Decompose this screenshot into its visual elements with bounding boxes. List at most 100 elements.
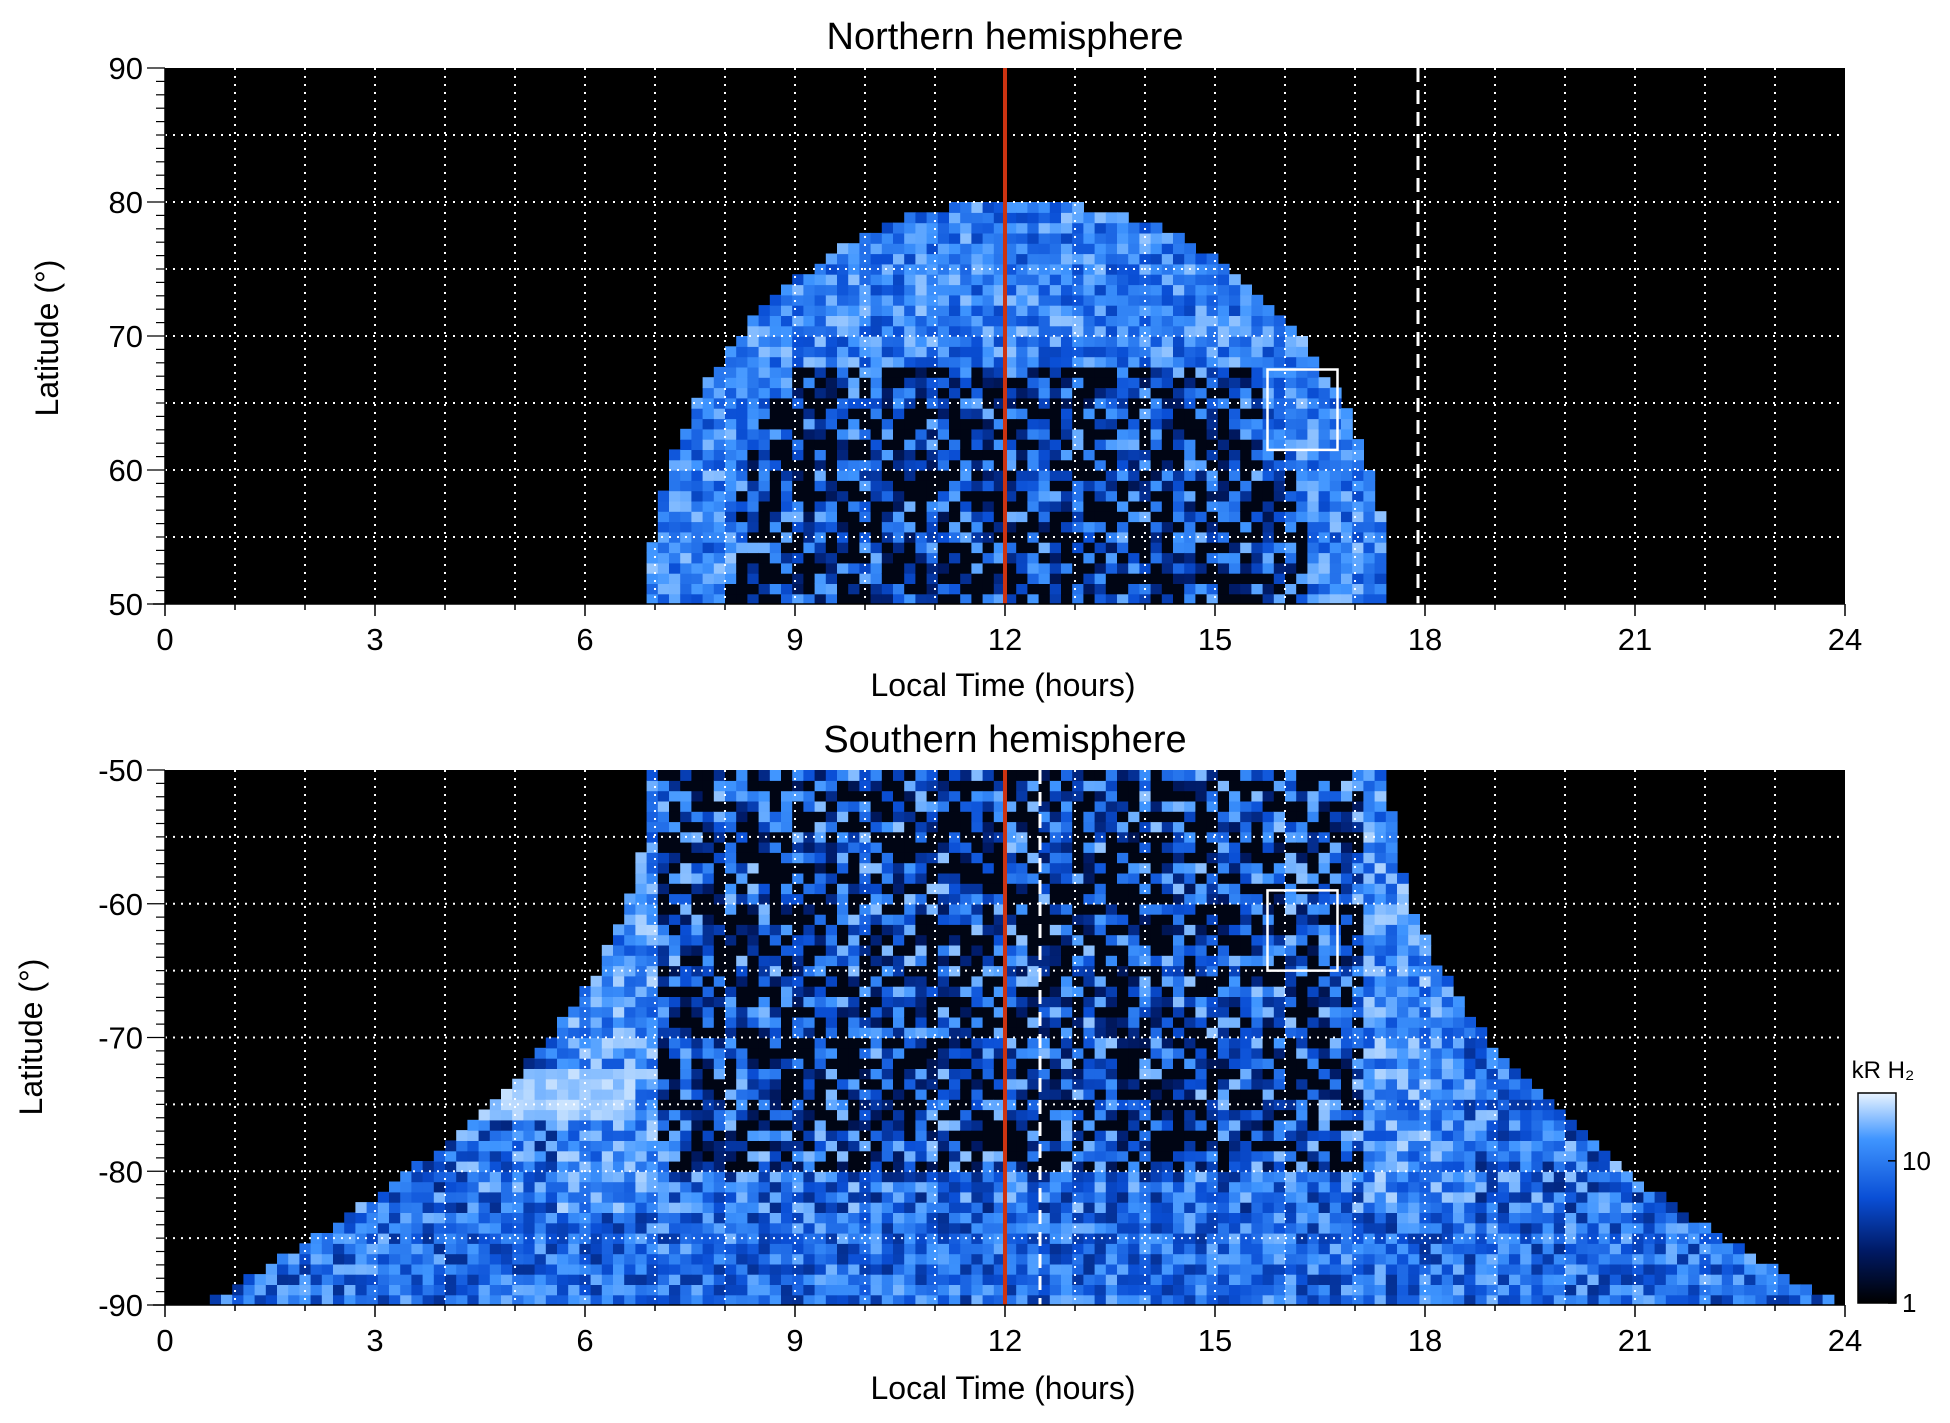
x-tick-label: 24 <box>1828 622 1862 657</box>
heatmap-cell <box>1161 439 1174 450</box>
heatmap-cell <box>837 1233 849 1244</box>
heatmap-cell <box>1049 1078 1062 1090</box>
heatmap-cell <box>1206 366 1219 378</box>
heatmap-cell <box>478 1171 491 1183</box>
heatmap-cell <box>814 1263 827 1275</box>
heatmap-cell <box>1094 1233 1107 1244</box>
heatmap-cell <box>1061 986 1073 997</box>
heatmap-cell <box>400 1243 412 1255</box>
heatmap-cell <box>691 449 704 461</box>
heatmap-cell <box>725 1181 737 1193</box>
heatmap-cell <box>1105 1150 1118 1162</box>
heatmap-cell <box>702 542 715 554</box>
heatmap-cell <box>512 1294 524 1305</box>
heatmap-cell <box>1005 1263 1017 1275</box>
heatmap-cell <box>1094 1263 1107 1275</box>
heatmap-cell <box>825 408 838 420</box>
heatmap-cell <box>1318 418 1331 430</box>
heatmap-cell <box>713 914 726 925</box>
heatmap-cell <box>971 253 984 265</box>
heatmap-cell <box>893 459 905 471</box>
heatmap-cell <box>1005 202 1017 213</box>
heatmap-cell <box>1005 1130 1017 1141</box>
heatmap-cell <box>1027 955 1040 967</box>
heatmap-cell <box>960 366 972 378</box>
heatmap-cell <box>1083 821 1096 833</box>
heatmap-cell <box>971 490 984 502</box>
heatmap-cell <box>949 232 961 244</box>
heatmap-cell <box>568 1253 580 1265</box>
heatmap-cell <box>1341 531 1353 543</box>
heatmap-cell <box>758 975 771 987</box>
heatmap-cell <box>848 780 860 792</box>
heatmap-cell <box>691 1274 704 1285</box>
heatmap-cell <box>1005 212 1017 224</box>
heatmap-cell <box>1083 480 1096 492</box>
heatmap-cell <box>814 944 827 956</box>
heatmap-cell <box>1049 1274 1062 1285</box>
heatmap-cell <box>1083 336 1096 347</box>
heatmap-cell <box>1072 1253 1084 1265</box>
heatmap-cell <box>613 1119 625 1131</box>
heatmap-cell <box>825 811 838 823</box>
heatmap-cell <box>893 377 905 389</box>
heatmap-cell <box>982 934 995 946</box>
heatmap-cell <box>456 1294 468 1305</box>
heatmap-cell <box>881 1099 894 1111</box>
heatmap-cell <box>310 1243 323 1255</box>
heatmap-cell <box>613 1140 625 1152</box>
heatmap-cell <box>702 397 715 409</box>
heatmap-cell <box>624 1212 636 1224</box>
heatmap-cell <box>859 1294 872 1305</box>
heatmap-cell <box>960 914 972 925</box>
heatmap-cell <box>1083 1243 1096 1255</box>
heatmap-cell <box>534 1212 547 1224</box>
heatmap-cell <box>1061 903 1073 915</box>
heatmap-cell <box>669 914 681 925</box>
heatmap-cell <box>758 1191 771 1203</box>
heatmap-cell <box>993 439 1006 450</box>
heatmap-cell <box>736 387 748 399</box>
heatmap-cell <box>1195 449 1208 461</box>
heatmap-cell <box>1049 552 1062 564</box>
heatmap-cell <box>1083 387 1096 399</box>
heatmap-cell <box>792 1191 804 1203</box>
heatmap-cell <box>1027 1078 1040 1090</box>
heatmap-cell <box>702 1027 715 1039</box>
heatmap-cell <box>893 387 905 399</box>
heatmap-cell <box>1049 872 1062 884</box>
heatmap-cell <box>848 1181 860 1193</box>
heatmap-cell <box>971 511 984 523</box>
heatmap-cell <box>926 1016 939 1028</box>
heatmap-cell <box>1307 408 1320 420</box>
heatmap-cell <box>893 531 905 543</box>
heatmap-cell <box>1049 1047 1062 1059</box>
heatmap-cell <box>1161 573 1174 584</box>
heatmap-cell <box>1049 439 1062 450</box>
heatmap-cell <box>1262 315 1275 327</box>
heatmap-cell <box>993 346 1006 358</box>
heatmap-cell <box>1083 965 1096 977</box>
heatmap-cell <box>960 490 972 502</box>
heatmap-cell <box>422 1212 435 1224</box>
heatmap-cell <box>478 1191 491 1203</box>
heatmap-cell <box>926 1047 939 1059</box>
heatmap-cell <box>725 418 737 430</box>
heatmap-cell <box>545 1222 558 1234</box>
heatmap-cell <box>1128 500 1140 512</box>
heatmap-cell <box>870 944 883 956</box>
heatmap-cell <box>243 1274 256 1285</box>
heatmap-cell <box>803 274 816 286</box>
heatmap-cell <box>1005 583 1017 595</box>
heatmap-cell <box>982 1016 995 1028</box>
heatmap-cell <box>1161 449 1174 461</box>
heatmap-cell <box>624 1191 636 1203</box>
heatmap-cell <box>792 346 804 358</box>
heatmap-cell <box>814 1047 827 1059</box>
heatmap-cell <box>747 1202 760 1213</box>
heatmap-cell <box>837 305 849 316</box>
heatmap-cell <box>1049 531 1062 543</box>
heatmap-cell <box>893 965 905 977</box>
heatmap-cell <box>1105 883 1118 895</box>
heatmap-cell <box>467 1181 480 1193</box>
